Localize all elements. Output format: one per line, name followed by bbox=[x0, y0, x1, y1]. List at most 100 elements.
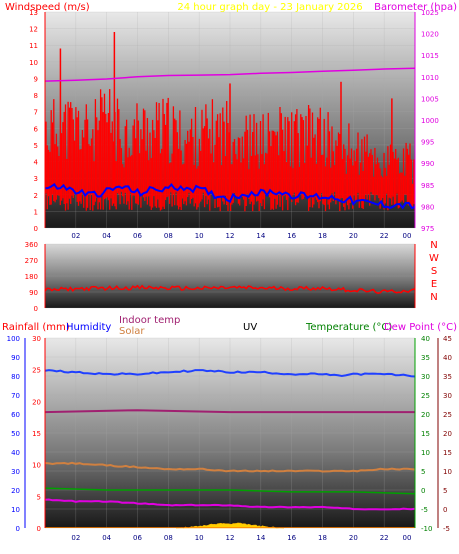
x-tick-label: 08 bbox=[164, 232, 173, 240]
humidity-tick-label: 100 bbox=[7, 335, 20, 343]
rainfall-tick-label: 30 bbox=[32, 335, 41, 343]
compass-letter: E bbox=[431, 279, 437, 290]
compass-letter: W bbox=[429, 253, 439, 264]
temperature-tick-label: 0 bbox=[421, 487, 425, 495]
temperature-tick-label: 20 bbox=[421, 411, 430, 419]
direction-tick-label: 360 bbox=[25, 241, 38, 249]
x-tick-label: 18 bbox=[318, 232, 327, 240]
x-tick-label: 04 bbox=[102, 534, 111, 542]
direction-tick-label: 270 bbox=[25, 257, 38, 265]
windspeed-tick-label: 1 bbox=[34, 208, 38, 216]
temperature-tick-label: 25 bbox=[421, 392, 430, 400]
temperature-tick-label: -10 bbox=[421, 525, 432, 533]
windspeed-tick-label: 12 bbox=[29, 26, 38, 34]
x-tick-label: 14 bbox=[256, 534, 265, 542]
windspeed-tick-label: 2 bbox=[34, 192, 38, 200]
humidity-tick-label: 10 bbox=[11, 506, 20, 514]
windspeed-tick-label: 0 bbox=[34, 225, 38, 233]
compass-letter: S bbox=[431, 266, 437, 277]
dewpoint-tick-label: 40 bbox=[443, 354, 452, 362]
dewpoint-tick-label: 20 bbox=[443, 430, 452, 438]
dewpoint-tick-label: 30 bbox=[443, 392, 452, 400]
windspeed-tick-label: 4 bbox=[34, 159, 39, 167]
rainfall-tick-label: 20 bbox=[32, 398, 41, 406]
windspeed-axis-label: Windspeed (m/s) bbox=[5, 2, 90, 13]
temperature-tick-label: 35 bbox=[421, 354, 430, 362]
dewpoint-tick-label: 15 bbox=[443, 449, 452, 457]
solar-label: Solar bbox=[119, 326, 145, 337]
humidity-tick-label: 80 bbox=[11, 373, 20, 381]
windspeed-tick-label: 11 bbox=[29, 42, 38, 50]
x-tick-label: 20 bbox=[349, 232, 358, 240]
rainfall-tick-label: 15 bbox=[32, 430, 41, 438]
series-dewpoint-line bbox=[44, 498, 416, 511]
humidity-tick-label: 90 bbox=[11, 354, 20, 362]
barometer-tick-label: 1005 bbox=[421, 95, 439, 103]
barometer-tick-label: 1020 bbox=[421, 31, 439, 39]
x-tick-label: 08 bbox=[164, 534, 173, 542]
humidity-tick-label: 40 bbox=[11, 449, 20, 457]
temperature-tick-label: 40 bbox=[421, 335, 430, 343]
x-tick-label: 00 bbox=[403, 232, 412, 240]
x-tick-label: 14 bbox=[256, 232, 265, 240]
x-tick-label: 12 bbox=[226, 232, 235, 240]
dewpoint-tick-label: 25 bbox=[443, 411, 452, 419]
dewpoint-tick-label: 10 bbox=[443, 468, 452, 476]
barometer-tick-label: 980 bbox=[421, 203, 434, 211]
barometer-tick-label: 990 bbox=[421, 160, 434, 168]
windspeed-tick-label: 3 bbox=[34, 175, 38, 183]
humidity-tick-label: 50 bbox=[11, 430, 20, 438]
chart-title: 24 hour graph day - 23 January 2026 bbox=[177, 2, 362, 13]
x-tick-label: 10 bbox=[195, 534, 204, 542]
series-wind-average-line bbox=[44, 182, 416, 210]
x-tick-label: 20 bbox=[349, 534, 358, 542]
temperature-tick-label: 30 bbox=[421, 373, 430, 381]
dewpoint-axis-label: Dew Point (°C) bbox=[384, 322, 457, 333]
barometer-tick-label: 1015 bbox=[421, 52, 439, 60]
x-tick-label: 06 bbox=[133, 232, 142, 240]
windspeed-tick-label: 6 bbox=[34, 125, 39, 133]
series-temperature-line bbox=[44, 487, 416, 495]
compass-letter: N bbox=[430, 292, 437, 303]
dewpoint-tick-label: -5 bbox=[443, 525, 450, 533]
humidity-tick-label: 30 bbox=[11, 468, 20, 476]
direction-tick-label: 90 bbox=[29, 289, 38, 297]
x-tick-label: 02 bbox=[71, 534, 80, 542]
barometer-tick-label: 995 bbox=[421, 139, 434, 147]
windspeed-tick-label: 10 bbox=[29, 59, 38, 67]
rainfall-tick-label: 10 bbox=[32, 462, 41, 470]
series-humidity-line bbox=[44, 369, 416, 378]
series-uv-bar bbox=[45, 527, 415, 528]
series-wind-direction-line bbox=[44, 284, 416, 294]
x-tick-label: 00 bbox=[403, 534, 412, 542]
temperature-tick-label: 5 bbox=[421, 468, 425, 476]
dewpoint-tick-label: 0 bbox=[443, 506, 447, 514]
dewpoint-tick-label: 45 bbox=[443, 335, 452, 343]
x-tick-label: 02 bbox=[71, 232, 80, 240]
humidity-label: Humidity bbox=[66, 322, 111, 333]
barometer-axis-label: Barometer (hpa) bbox=[374, 2, 457, 13]
x-tick-label: 22 bbox=[380, 232, 389, 240]
series-solar-radiation-area bbox=[175, 522, 285, 529]
temperature-tick-label: 10 bbox=[421, 449, 430, 457]
x-tick-label: 12 bbox=[226, 534, 235, 542]
windspeed-tick-label: 7 bbox=[34, 109, 38, 117]
rainfall-tick-label: 0 bbox=[37, 525, 41, 533]
temperature-tick-label: 15 bbox=[421, 430, 430, 438]
x-tick-label: 06 bbox=[133, 534, 142, 542]
x-tick-label: 22 bbox=[380, 534, 389, 542]
barometer-tick-label: 1000 bbox=[421, 117, 439, 125]
humidity-tick-label: 70 bbox=[11, 392, 20, 400]
windspeed-tick-label: 8 bbox=[34, 92, 38, 100]
uv-label: UV bbox=[243, 322, 257, 333]
compass-letter: N bbox=[430, 240, 437, 251]
x-tick-label: 10 bbox=[195, 232, 204, 240]
dewpoint-tick-label: 5 bbox=[443, 487, 447, 495]
barometer-tick-label: 1010 bbox=[421, 74, 439, 82]
humidity-tick-label: 0 bbox=[16, 525, 20, 533]
barometer-tick-label: 975 bbox=[421, 225, 434, 233]
windspeed-tick-label: 13 bbox=[29, 9, 38, 17]
humidity-tick-label: 60 bbox=[11, 411, 20, 419]
series-indoor-temp-line bbox=[44, 409, 415, 414]
